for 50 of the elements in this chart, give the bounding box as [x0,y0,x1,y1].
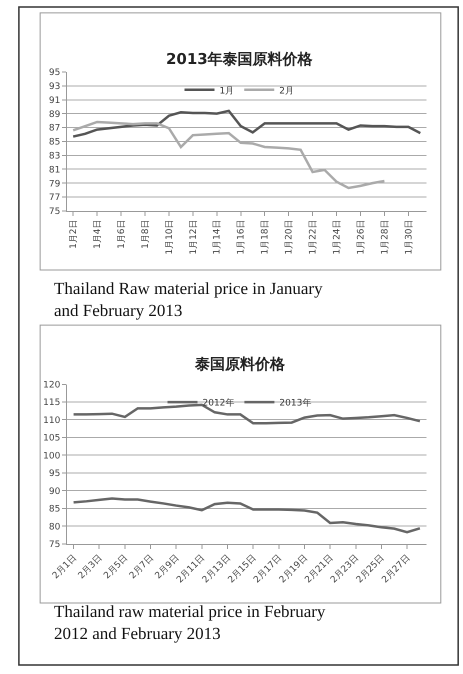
y-tick-label: 110 [43,416,61,426]
y-tick-label: 75 [48,540,60,550]
x-tick-label: 1月2日 [69,219,80,249]
y-tick-label: 89 [48,110,61,120]
y-tick-label: 93 [48,82,60,92]
y-tick-label: 81 [48,165,60,176]
text: Thailand raw material price in February 2012 and February 2013 [54,602,326,644]
y-tick-label: 87 [48,124,60,134]
text: Thailand Raw material price in January and February 2013 [54,279,324,320]
y-tick-label: 115 [43,398,60,408]
y-tick-label: 77 [48,193,60,204]
y-tick-label: 83 [48,151,60,162]
chart-title: 2013年泰国原料价格 [166,50,314,68]
legend-label: 2月 [279,86,294,96]
legend-label: 2012年 [202,398,234,409]
line-series [72,497,422,534]
y-tick-label: 85 [48,504,60,515]
x-tick-label: 1月28日 [380,219,390,255]
x-tick-label: 1月14日 [212,219,223,255]
y-tick-label: 85 [48,138,60,148]
x-tick-label: 2月3日 [76,553,105,582]
y-tick-label: 79 [48,179,61,190]
x-tick-label: 1月24日 [332,219,342,255]
legend-label: 2013年 [279,398,312,409]
y-tick-label: 95 [48,469,60,480]
y-tick-label: 75 [48,207,60,218]
y-tick-label: 95 [48,68,60,78]
x-tick-label: 2月7日 [128,553,156,582]
x-tick-label: 1月22日 [308,219,319,255]
y-tick-label: 120 [43,380,61,390]
x-tick-label: 2月5日 [102,553,130,582]
x-tick-label: 1月8日 [140,219,151,249]
line-series [72,110,422,138]
x-tick-label: 1月4日 [93,219,104,249]
x-tick-label: 1月30日 [404,219,414,255]
x-tick-label: 1月26日 [356,219,366,255]
x-tick-label: 2月1日 [50,553,79,582]
x-tick-label: 1月12日 [188,219,199,255]
y-tick-label: 105 [43,434,60,444]
y-tick-label: 100 [43,451,61,462]
x-tick-label: 1月20日 [284,219,295,255]
y-tick-label: 91 [48,96,60,106]
x-tick-label: 1月16日 [236,219,247,255]
x-tick-label: 1月18日 [260,219,271,255]
y-tick-label: 90 [48,486,61,497]
x-tick-label: 1月6日 [116,219,127,249]
legend-label: 1月 [220,86,234,96]
chart-title: 泰国原料价格 [194,355,286,373]
y-tick-label: 80 [48,522,61,532]
x-tick-label: 1月10日 [164,219,175,255]
